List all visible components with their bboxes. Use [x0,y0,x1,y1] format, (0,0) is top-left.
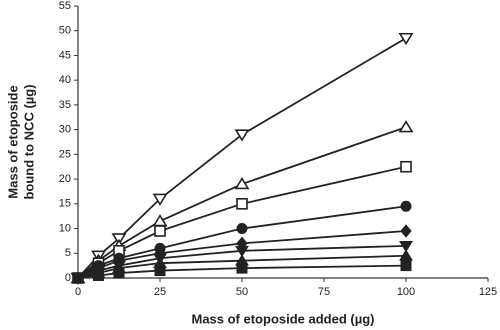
y-tick-label: 20 [59,173,71,185]
y-tick-label: 40 [59,74,71,86]
marker [236,262,248,274]
marker [400,224,412,238]
marker [152,193,168,206]
y-axis-label-line: bound to NCC (µg) [21,84,36,199]
y-axis-label-line: Mass of etoposide [5,85,20,198]
y-tick-label: 5 [65,247,71,259]
x-tick-label: 0 [75,286,81,298]
x-axis-label: Mass of etoposide added (µg) [191,311,374,326]
marker [235,245,249,258]
marker [72,272,84,284]
y-tick-label: 50 [59,25,71,37]
y-tick-label: 25 [59,148,71,160]
marker [398,32,414,46]
y-tick-label: 10 [59,222,71,234]
marker [234,129,250,142]
y-tick-label: 0 [65,272,71,284]
x-tick-label: 100 [397,286,415,298]
marker [152,214,168,227]
marker [234,177,250,190]
y-tick-label: 45 [59,49,71,61]
marker [113,267,125,279]
x-tick-label: 25 [154,286,166,298]
marker [400,260,412,272]
marker [236,223,248,235]
x-tick-label: 75 [318,286,330,298]
marker [398,120,414,133]
marker [236,198,248,210]
y-tick-label: 15 [59,198,71,210]
marker [400,160,412,173]
marker [154,265,166,277]
marker [400,200,412,212]
y-tick-label: 30 [59,124,71,136]
marker [154,225,166,237]
y-tick-label: 55 [59,0,71,12]
y-tick-label: 35 [59,99,71,111]
marker [93,270,104,282]
x-tick-label: 125 [479,286,497,298]
x-tick-label: 50 [236,286,248,298]
marker [399,240,413,253]
y-axis-label: Mass of etoposide bound to NCC (µg) [5,84,36,199]
